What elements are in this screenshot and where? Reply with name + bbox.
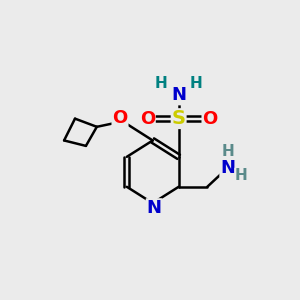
Text: H: H <box>235 168 248 183</box>
Text: H: H <box>190 76 203 91</box>
Text: O: O <box>202 110 217 128</box>
Text: S: S <box>172 109 186 128</box>
Text: O: O <box>140 110 155 128</box>
Text: H: H <box>221 144 234 159</box>
Text: O: O <box>112 109 128 127</box>
Text: N: N <box>171 86 186 104</box>
Text: H: H <box>154 76 167 91</box>
Text: N: N <box>220 159 235 177</box>
Text: N: N <box>147 199 162 217</box>
